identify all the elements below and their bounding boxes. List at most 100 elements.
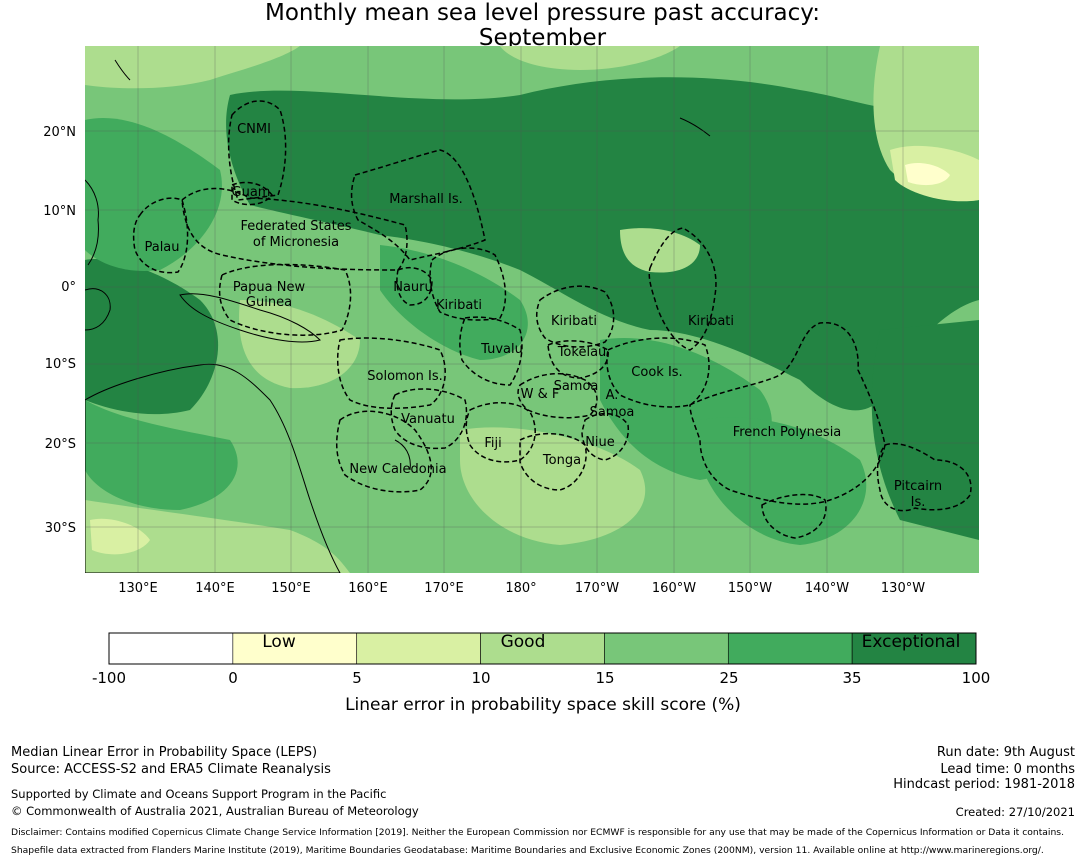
eez-png-south — [761, 493, 827, 539]
colorbar-bin — [851, 632, 977, 665]
skill-score-field — [85, 46, 979, 573]
footer-lead-time: Lead time: 0 months — [940, 762, 1075, 777]
lon-label-130w: 130°W — [881, 581, 925, 596]
region-label-kiribati-phoenix: Kiribati — [551, 314, 597, 329]
lat-label-0: 0° — [61, 280, 76, 295]
region-label-samoa: Samoa — [554, 379, 599, 394]
eez-boundaries — [132, 100, 972, 539]
region-label-wallis-futuna: W & F — [521, 387, 560, 402]
eez-vanuatu — [390, 388, 468, 450]
eez-pitcairn — [876, 443, 972, 512]
field-low-a — [905, 163, 950, 186]
land-borneo — [85, 288, 111, 331]
field-good-b — [500, 46, 680, 70]
eez-cnmi — [227, 100, 287, 201]
field-exceptional-east — [871, 320, 979, 540]
lon-label-170e: 170°E — [424, 581, 464, 596]
region-label-png-line2: Guinea — [246, 295, 292, 310]
footer-shapefile-credit: Shapefile data extracted from Flanders M… — [11, 845, 1044, 856]
footer-source: Source: ACCESS-S2 and ERA5 Climate Reana… — [11, 762, 331, 777]
colorbar-category-low: Low — [262, 632, 296, 652]
colorbar: Low Good Exceptional -100 0 5 10 15 25 3… — [92, 632, 990, 715]
field-high-c — [380, 245, 528, 360]
colorbar-frame — [108, 632, 977, 665]
region-labels: CNMI Guam Marshall Is. Federated States … — [144, 122, 942, 510]
colorbar-bin — [604, 632, 729, 665]
region-label-french-polynesia: French Polynesia — [733, 425, 842, 440]
region-label-palau: Palau — [144, 240, 179, 255]
lon-label-130e: 130°E — [118, 581, 158, 596]
colorbar-category-exceptional: Exceptional — [862, 632, 961, 652]
lon-label-170w: 170°W — [575, 581, 619, 596]
colorbar-tick-100: 100 — [962, 669, 991, 687]
field-exceptional-north — [226, 77, 979, 411]
region-label-pitcairn-line1: Pitcairn — [894, 479, 942, 494]
eez-guam — [231, 181, 273, 206]
region-label-american-samoa-line1: A. — [606, 388, 619, 403]
colorbar-axis-label: Linear error in probability space skill … — [345, 695, 741, 715]
eez-kiribati-phoenix — [535, 285, 615, 348]
eez-kiribati-line — [648, 227, 717, 351]
region-label-tonga: Tonga — [542, 453, 581, 468]
field-high-d — [700, 417, 867, 545]
eez-png — [218, 263, 352, 336]
eez-tokelau — [547, 340, 609, 379]
region-label-cook: Cook Is. — [631, 365, 682, 380]
footer-support: Supported by Climate and Oceans Support … — [11, 787, 387, 801]
region-label-new-caledonia: New Caledonia — [349, 462, 446, 477]
land-hawaii — [679, 117, 711, 137]
region-label-cnmi: CNMI — [237, 122, 271, 137]
colorbar-tick-0: 0 — [228, 669, 238, 687]
footer-created-date: Created: 27/10/2021 — [955, 805, 1075, 819]
field-good-e — [460, 427, 646, 545]
land-new-zealand-north — [394, 439, 411, 471]
colorbar-tick-m100: -100 — [92, 669, 126, 687]
footer-hindcast-period: Hindcast period: 1981-2018 — [893, 777, 1075, 792]
colorbar-bins — [108, 632, 977, 665]
field-high-e — [85, 400, 238, 510]
colorbar-tick-25: 25 — [719, 669, 738, 687]
eez-niue — [581, 413, 630, 461]
lat-label-10n: 10°N — [43, 204, 76, 219]
region-label-fiji: Fiji — [484, 436, 501, 451]
region-label-tokelau: Tokelau — [557, 345, 607, 360]
region-label-fsm-line1: Federated States — [241, 219, 352, 234]
region-label-marshall: Marshall Is. — [389, 192, 463, 207]
eez-marshall — [350, 149, 486, 261]
colorbar-bin — [108, 632, 234, 665]
eez-nauru — [396, 267, 433, 306]
lon-label-140w: 140°W — [805, 581, 849, 596]
region-label-tuvalu: Tuvalu — [480, 342, 523, 357]
region-label-kiribati-gilbert: Kiribati — [436, 298, 482, 313]
region-label-guam: Guam — [232, 185, 271, 200]
eez-new-caledonia — [335, 410, 432, 493]
colorbar-bin — [727, 632, 853, 665]
region-label-solomon: Solomon Is. — [367, 369, 443, 384]
region-label-niue: Niue — [585, 435, 615, 450]
region-label-fsm-line2: of Micronesia — [253, 235, 339, 250]
lon-label-150w: 150°W — [728, 581, 772, 596]
lat-label-10s: 10°S — [45, 357, 76, 372]
longitude-labels: 130°E 140°E 150°E 160°E 170°E 180° 170°W… — [118, 581, 925, 596]
field-good-d — [85, 500, 350, 573]
eez-tuvalu — [459, 316, 523, 386]
eez-fiji — [465, 402, 536, 463]
colorbar-bin — [232, 632, 358, 665]
eez-tonga — [519, 432, 587, 491]
eez-kiribati-gilbert — [429, 247, 507, 321]
field-exceptional-west — [85, 259, 219, 415]
lat-label-20n: 20°N — [43, 125, 76, 140]
latitude-labels: 20°N 10°N 0° 10°S 20°S 30°S — [43, 125, 76, 536]
footer-copyright: © Commonwealth of Australia 2021, Austra… — [11, 804, 419, 818]
colorbar-tick-5: 5 — [352, 669, 362, 687]
lat-label-30s: 30°S — [45, 521, 76, 536]
region-label-kiribati-line: Kiribati — [688, 314, 734, 329]
colorbar-tick-10: 10 — [471, 669, 490, 687]
graticule — [85, 46, 979, 573]
land-japan — [114, 59, 131, 81]
field-good-a — [85, 46, 300, 89]
footer-product-name: Median Linear Error in Probability Space… — [11, 745, 318, 760]
region-label-png-line1: Papua New — [233, 280, 306, 295]
region-label-american-samoa-line2: Samoa — [590, 405, 635, 420]
lon-label-140e: 140°E — [195, 581, 235, 596]
